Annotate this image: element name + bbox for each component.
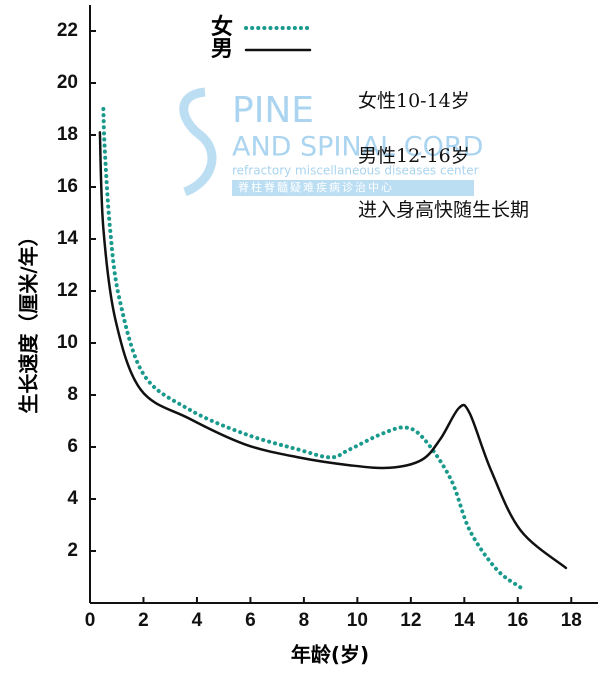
y-tick-label: 14 [57,228,79,249]
annotation: 进入身高快随生长期 [358,199,529,221]
watermark-text: PINE [232,90,314,131]
annotation: 女性10-14岁 [358,90,470,112]
legend-label: 男 [211,37,233,62]
watermark: PINE AND SPINAL CORD refractory miscella… [179,87,483,197]
x-tick-label: 8 [299,610,310,631]
x-tick-label: 0 [85,610,96,631]
x-tick-label: 12 [400,610,421,631]
y-tick-label: 8 [67,384,78,405]
x-axis-label: 年龄(岁) [291,643,369,667]
x-tick-label: 4 [192,610,203,631]
watermark-text: 脊柱脊髓疑难疾病诊治中心 [238,180,394,194]
y-tick-label: 16 [57,176,78,197]
x-tick-label: 14 [454,610,476,631]
watermark-logo [179,87,217,197]
x-tick-label: 2 [138,610,149,631]
annotation: 男性12-16岁 [358,145,470,167]
y-tick-label: 4 [67,488,78,509]
y-tick-label: 6 [67,436,78,457]
x-tick-label: 10 [347,610,368,631]
x-tick-label: 16 [507,610,528,631]
y-tick-label: 20 [57,72,78,93]
watermark-text: AND SPINAL CORD [232,132,483,163]
x-tick-label: 18 [561,610,582,631]
y-tick-label: 22 [57,20,78,41]
watermark-text: refractory miscellaneous diseases center [232,164,479,178]
series-line [98,131,568,570]
y-tick-label: 10 [57,332,78,353]
legend-label: 女 [211,14,233,40]
y-tick-label: 12 [57,280,78,301]
series-line [101,107,523,590]
y-tick-label: 2 [67,540,78,561]
y-tick-label: 18 [57,124,78,145]
y-axis-label: 生长速度（厘米/年） [17,226,41,413]
watermark-band [232,180,474,196]
x-tick-label: 6 [245,610,256,631]
